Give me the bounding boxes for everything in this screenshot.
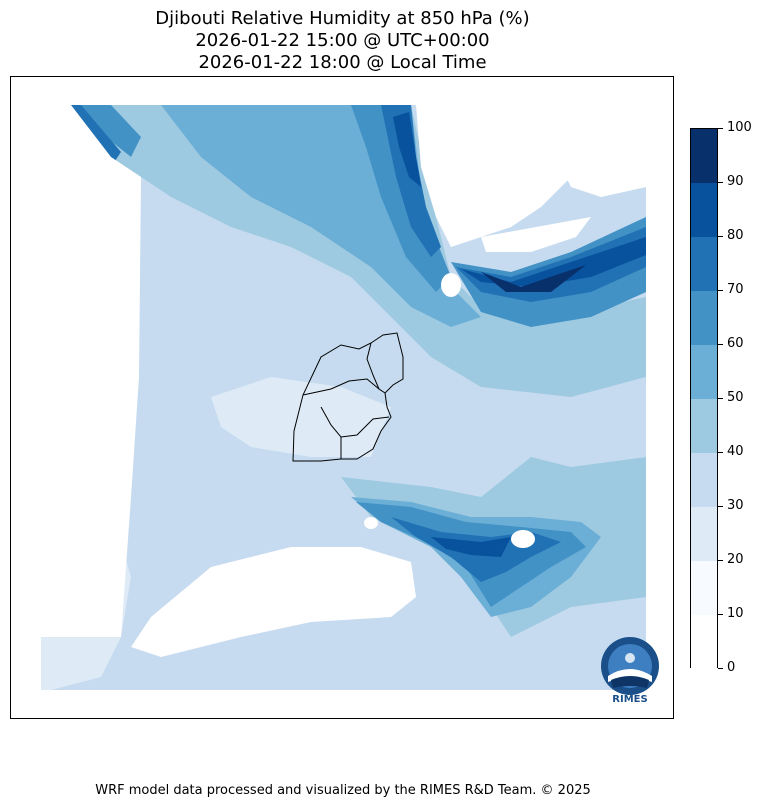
- colorbar-tick: [718, 452, 723, 453]
- colorbar-segment: [691, 399, 717, 454]
- colorbar-tick-label: 0: [727, 660, 736, 675]
- colorbar-tick-label: 60: [727, 336, 744, 351]
- colorbar-tick: [718, 614, 723, 615]
- map-panel: [10, 76, 674, 719]
- colorbar-tick-label: 90: [727, 174, 744, 189]
- field-80: [393, 112, 421, 187]
- footer-credit: WRF model data processed and visualized …: [95, 783, 591, 798]
- mask-south-land: [131, 547, 416, 657]
- colorbar-tick: [718, 182, 723, 183]
- colorbar-tick: [718, 668, 723, 669]
- colorbar-segment: [691, 561, 717, 616]
- country-outline: [292, 332, 404, 462]
- colorbar-tick-label: 70: [727, 282, 744, 297]
- colorbar-tick-label: 30: [727, 498, 744, 513]
- colorbar-tick: [718, 290, 723, 291]
- colorbar-tick-label: 20: [727, 552, 744, 567]
- colorbar: [690, 128, 718, 670]
- colorbar-segment: [691, 237, 717, 292]
- colorbar-tick: [718, 128, 723, 129]
- colorbar-tick: [718, 560, 723, 561]
- colorbar-tick-label: 40: [727, 444, 744, 459]
- colorbar-tick: [718, 344, 723, 345]
- region-border-3: [320, 406, 342, 459]
- local-time: 2026-01-22 18:00 @ Local Time: [198, 52, 487, 73]
- colorbar-segment: [691, 615, 717, 670]
- colorbar-tick: [718, 506, 723, 507]
- region-border-4: [340, 416, 390, 438]
- map-title: Djibouti Relative Humidity at 850 hPa (%…: [155, 8, 530, 29]
- field-70: [381, 105, 441, 257]
- mask-island-2: [364, 517, 378, 529]
- colorbar-tick-label: 100: [727, 120, 752, 135]
- colorbar-segment: [691, 345, 717, 400]
- masked-area: [11, 77, 673, 718]
- humidity-map: [11, 77, 673, 718]
- colorbar-tick-label: 50: [727, 390, 744, 405]
- rimes-logo-icon: [601, 637, 659, 695]
- colorbar-tick-label: 80: [727, 228, 744, 243]
- colorbar-tick: [718, 236, 723, 237]
- field-20-center: [211, 377, 391, 457]
- colorbar-tick: [718, 398, 723, 399]
- field-80-south: [431, 537, 511, 557]
- mask-ne-land: [531, 107, 646, 197]
- region-border-2: [366, 342, 380, 390]
- mask-island-3: [511, 530, 535, 548]
- colorbar-segment: [691, 129, 717, 184]
- mask-gulf-mid: [481, 217, 591, 252]
- mask-left: [41, 105, 141, 637]
- colorbar-segment: [691, 291, 717, 346]
- colorbar-segment: [691, 183, 717, 238]
- colorbar-segment: [691, 507, 717, 562]
- region-border-1: [302, 378, 386, 396]
- utc-time: 2026-01-22 15:00 @ UTC+00:00: [195, 30, 490, 51]
- colorbar-tick-label: 10: [727, 606, 744, 621]
- logo-text: RIMES: [612, 694, 648, 705]
- djibouti-borders: [292, 332, 404, 462]
- rimes-logo: RIMES: [595, 634, 665, 708]
- field-90-gulf: [481, 265, 586, 292]
- mask-island-1: [441, 273, 461, 297]
- colorbar-segment: [691, 453, 717, 508]
